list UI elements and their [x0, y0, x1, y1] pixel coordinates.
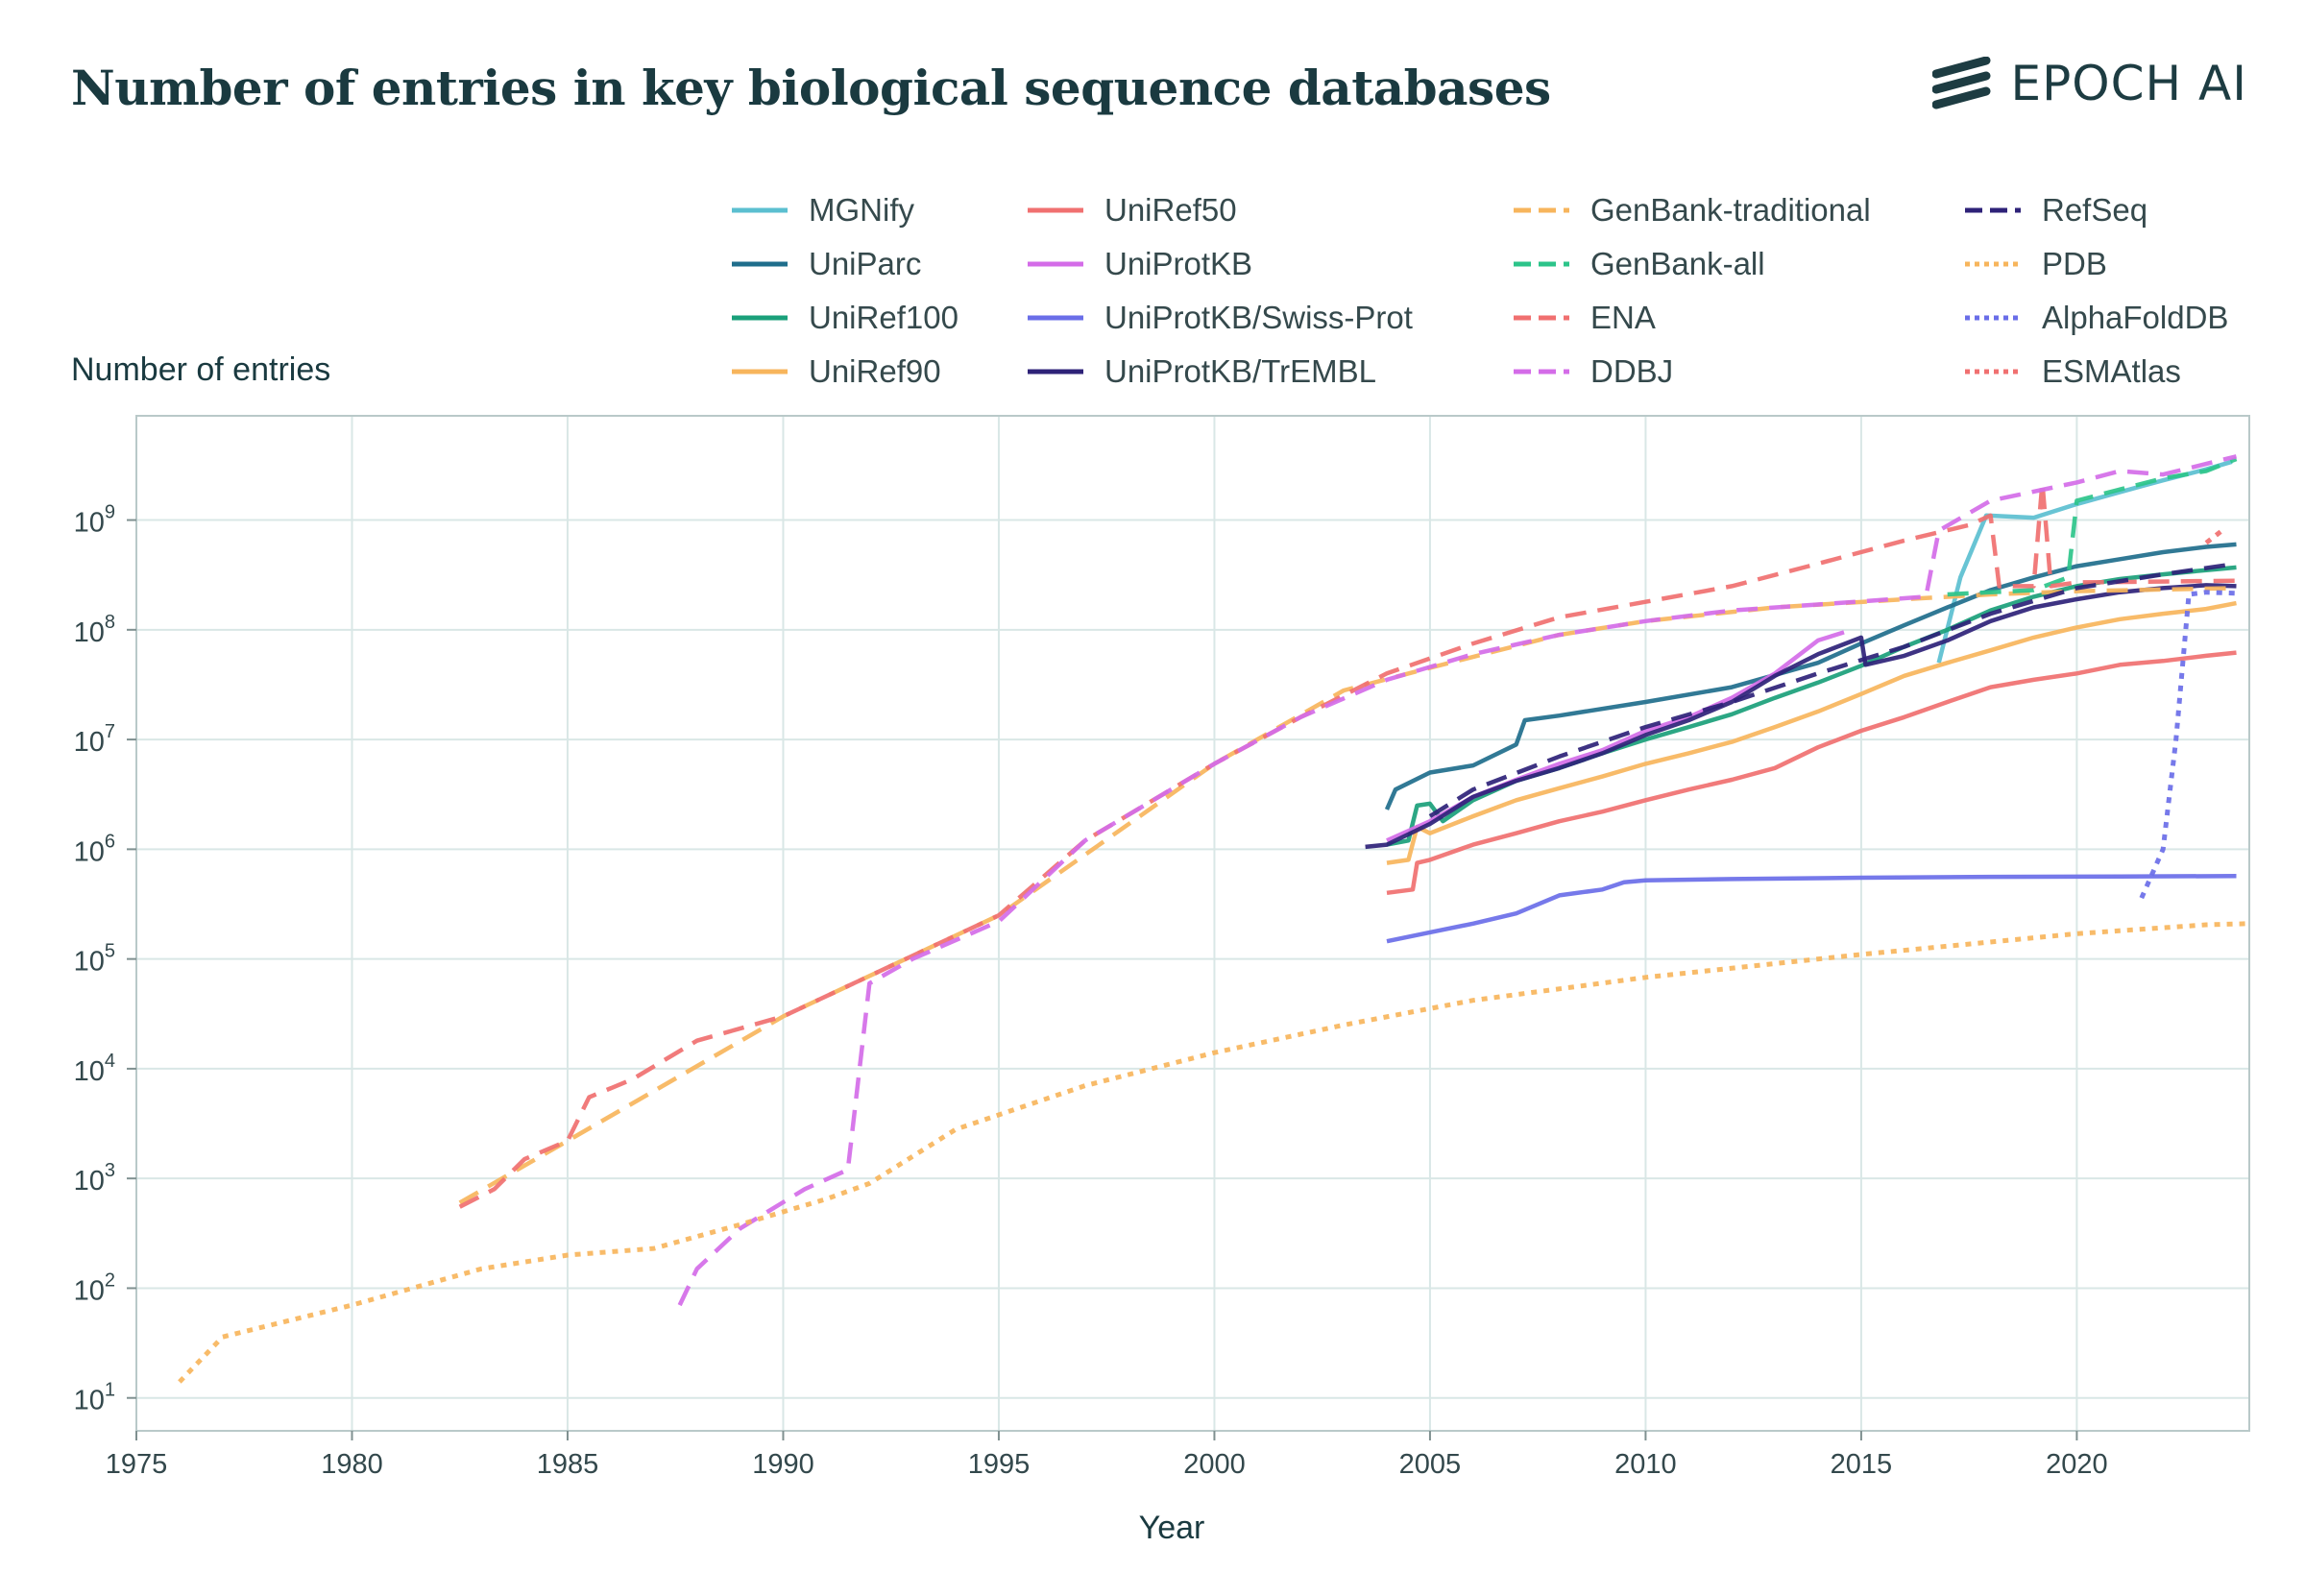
- legend-label: UniProtKB/TrEMBL: [1104, 353, 1377, 389]
- legend-label: RefSeq: [2042, 192, 2148, 228]
- x-tick-label: 2020: [2046, 1449, 2108, 1480]
- legend-label: UniRef90: [809, 353, 941, 389]
- legend-item: UniProtKB: [1026, 246, 1252, 282]
- legend-item: GenBank-all: [1512, 246, 1765, 282]
- legend-label: ENA: [1590, 300, 1656, 335]
- series-line-uniref90: [1386, 600, 2237, 865]
- x-tick-label: 2000: [1183, 1449, 1246, 1480]
- legend-swatch: [1514, 315, 1569, 321]
- legend-label: UniProtKB: [1104, 246, 1253, 281]
- legend-swatch: [732, 261, 788, 267]
- y-tick-label: 108: [74, 612, 115, 648]
- legend-label: UniProtKB/Swiss-Prot: [1104, 300, 1413, 335]
- series-line-refseq: [1428, 561, 2237, 818]
- y-axis-label: Number of entries: [71, 351, 331, 388]
- plot-frame: [135, 415, 2250, 1432]
- legend-label: PDB: [2042, 246, 2107, 281]
- x-tick-label: 1985: [537, 1449, 599, 1480]
- legend-item: MGNify: [730, 192, 914, 229]
- legend-label: ESMAtlas: [2042, 353, 2181, 389]
- page-title: Number of entries in key biological sequ…: [71, 60, 1551, 116]
- legend-swatch: [1028, 261, 1083, 267]
- brand-name: EPOCH AI: [2010, 56, 2247, 111]
- y-tick-label: 102: [74, 1270, 115, 1306]
- legend-swatch: [1028, 369, 1083, 375]
- legend-label: AlphaFoldDB: [2042, 300, 2229, 335]
- x-tick-label: 1990: [752, 1449, 814, 1480]
- x-tick-label: 1975: [106, 1449, 168, 1480]
- legend-item: ENA: [1512, 300, 1656, 336]
- legend-label: GenBank-all: [1590, 246, 1765, 281]
- y-tick-label: 104: [74, 1051, 115, 1087]
- legend-label: UniParc: [809, 246, 922, 281]
- legend-item: UniProtKB/Swiss-Prot: [1026, 300, 1413, 336]
- series-line-esmatlas: [2204, 527, 2225, 545]
- y-tick-label: 106: [74, 831, 115, 867]
- legend-item: PDB: [1963, 246, 2107, 282]
- x-tick-label: 2015: [1831, 1449, 1893, 1480]
- brand-logo: EPOCH AI: [1931, 56, 2247, 111]
- x-tick-label: 1980: [321, 1449, 383, 1480]
- y-tick-label: 109: [74, 502, 115, 539]
- legend-label: MGNify: [809, 192, 914, 228]
- legend-item: GenBank-traditional: [1512, 192, 1871, 229]
- series-line-ena: [458, 480, 2237, 1209]
- legend-item: UniRef90: [730, 353, 941, 390]
- x-tick-label: 2010: [1614, 1449, 1677, 1480]
- x-tick-label: 2005: [1399, 1449, 1462, 1480]
- legend-label: DDBJ: [1590, 353, 1674, 389]
- legend-item: ESMAtlas: [1963, 353, 2181, 390]
- legend-item: RefSeq: [1963, 192, 2147, 229]
- epoch-logo-icon: [1931, 57, 1991, 109]
- legend-swatch: [1514, 207, 1569, 213]
- series-line-uniparc: [1384, 542, 2237, 810]
- legend-item: UniRef100: [730, 300, 958, 336]
- x-tick-label: 1995: [968, 1449, 1031, 1480]
- series-line-genbank-all: [1947, 456, 2238, 597]
- legend-swatch: [1965, 207, 2021, 213]
- series-line-ddbj: [677, 454, 2238, 1307]
- legend-label: GenBank-traditional: [1590, 192, 1871, 228]
- legend-swatch: [1514, 261, 1569, 267]
- series-line-genbank-traditional: [458, 586, 2237, 1205]
- legend-swatch: [732, 207, 788, 213]
- legend-swatch: [732, 369, 788, 375]
- legend-swatch: [1028, 207, 1083, 213]
- legend-swatch: [732, 315, 788, 321]
- legend-label: UniRef50: [1104, 192, 1237, 228]
- y-tick-label: 107: [74, 721, 115, 758]
- series-line-alphafolddb: [2139, 590, 2237, 900]
- legend-item: DDBJ: [1512, 353, 1673, 390]
- legend-label: UniRef100: [809, 300, 958, 335]
- y-tick-label: 103: [74, 1160, 115, 1197]
- legend-swatch: [1028, 315, 1083, 321]
- legend-item: UniRef50: [1026, 192, 1237, 229]
- series-line-uniref50: [1386, 650, 2237, 896]
- series-line-uniprotkb-trembl: [1365, 583, 2237, 850]
- legend-swatch: [1514, 369, 1569, 375]
- legend-item: UniProtKB/TrEMBL: [1026, 353, 1376, 390]
- series-line-pdb: [178, 921, 2249, 1384]
- series-line-mgnify: [1936, 459, 2233, 664]
- series-line-uniprotkb-swiss-prot: [1386, 874, 2237, 944]
- legend-item: AlphaFoldDB: [1963, 300, 2228, 336]
- x-axis-label: Year: [1138, 1510, 1205, 1546]
- legend-item: UniParc: [730, 246, 921, 282]
- y-tick-label: 101: [74, 1380, 115, 1416]
- series-group: [178, 454, 2249, 1384]
- y-tick-label: 105: [74, 941, 115, 978]
